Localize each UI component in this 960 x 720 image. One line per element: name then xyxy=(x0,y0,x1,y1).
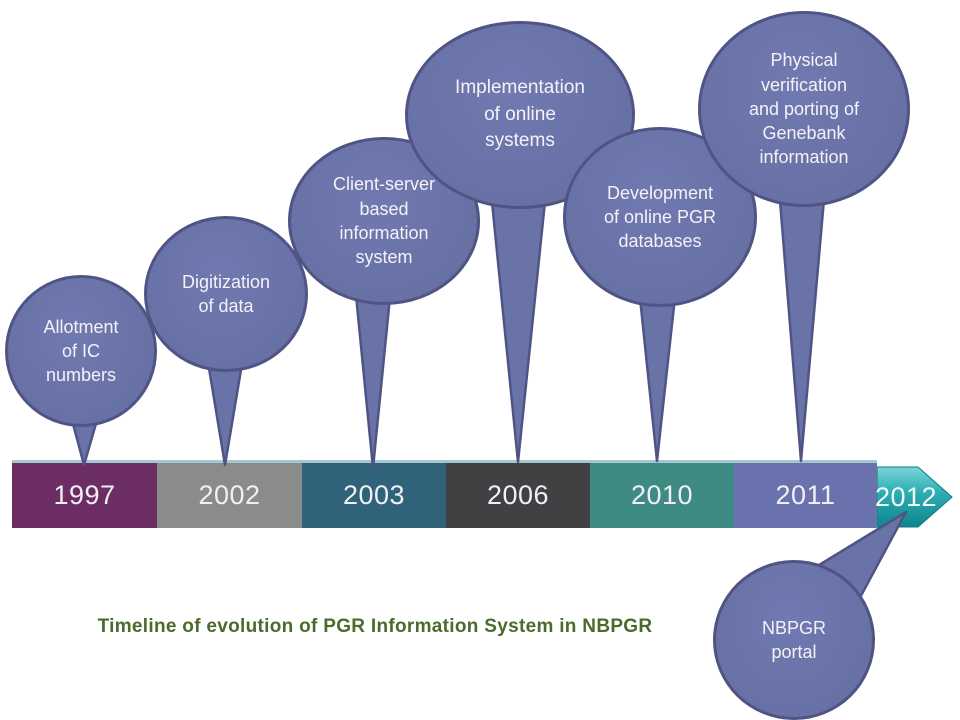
balloon-digitization-of-data: Digitization of data xyxy=(144,216,308,372)
balloon-text-line: Genebank xyxy=(762,123,846,144)
balloon-physical-verification-genebank: Physical verification and porting of Gen… xyxy=(698,11,910,207)
timeline-segment-2010: 2010 xyxy=(590,463,734,528)
timeline-segment-1997: 1997 xyxy=(12,463,157,528)
balloon-tail-2011 xyxy=(777,186,827,463)
year-label-2003: 2003 xyxy=(342,480,406,510)
balloon-tail-2006 xyxy=(489,190,548,464)
balloon-text-line: Digitization xyxy=(181,271,271,292)
timeline-arrow-2012 xyxy=(876,466,953,528)
balloon-text-line: portal xyxy=(771,642,817,662)
balloon-text-line: systems xyxy=(485,130,555,152)
balloon-text-line: Physical xyxy=(770,50,838,71)
year-label-2010: 2010 xyxy=(630,480,694,510)
slide-caption: Timeline of evolution of PGR Information… xyxy=(97,616,653,637)
timeline-segment-2011: 2011 xyxy=(734,463,877,528)
year-label-2006: 2006 xyxy=(486,480,550,510)
balloon-text-line: Allotment xyxy=(43,316,119,337)
year-label-1997: 1997 xyxy=(53,480,116,510)
timeline-bar-highlight xyxy=(12,460,877,464)
year-label-2012-text: 2012 xyxy=(874,481,938,512)
balloon-text-line: databases xyxy=(618,231,702,252)
year-label-2002: 2002 xyxy=(198,480,261,510)
balloon-text-line: Development xyxy=(606,182,714,203)
balloon-text-line: of online xyxy=(484,103,556,125)
balloon-text-line: of online PGR xyxy=(603,206,717,227)
timeline-segment-2006: 2006 xyxy=(446,463,590,528)
balloon-text-line: of IC xyxy=(61,340,100,361)
balloon-text-line: Client-server xyxy=(332,174,436,195)
balloon-text-line: information xyxy=(339,223,429,243)
balloon-text-line: Implementation xyxy=(455,77,585,99)
balloon-text-line: verification xyxy=(760,74,848,95)
balloon-text-line: of data xyxy=(198,296,254,316)
balloon-allotment-of-ic-numbers: Allotment of IC numbers xyxy=(5,275,157,427)
balloon-text-line: and porting of xyxy=(748,98,860,119)
balloon-text-line: based xyxy=(359,198,409,219)
balloon-tail-2003 xyxy=(353,283,393,470)
balloon-text-line: information xyxy=(759,147,849,168)
balloon-text-line: NBPGR xyxy=(761,617,826,638)
balloon-text-line: system xyxy=(355,247,413,268)
balloon-text-line: numbers xyxy=(45,365,117,386)
timeline-segment-2003: 2003 xyxy=(302,463,446,528)
timeline-segment-2002: 2002 xyxy=(157,463,302,528)
balloon-nbpgr-portal: NBPGR portal xyxy=(713,560,875,720)
year-label-2012: 2012 xyxy=(874,467,938,527)
year-label-2011: 2011 xyxy=(775,480,836,510)
balloon-tail-2010 xyxy=(637,286,678,463)
